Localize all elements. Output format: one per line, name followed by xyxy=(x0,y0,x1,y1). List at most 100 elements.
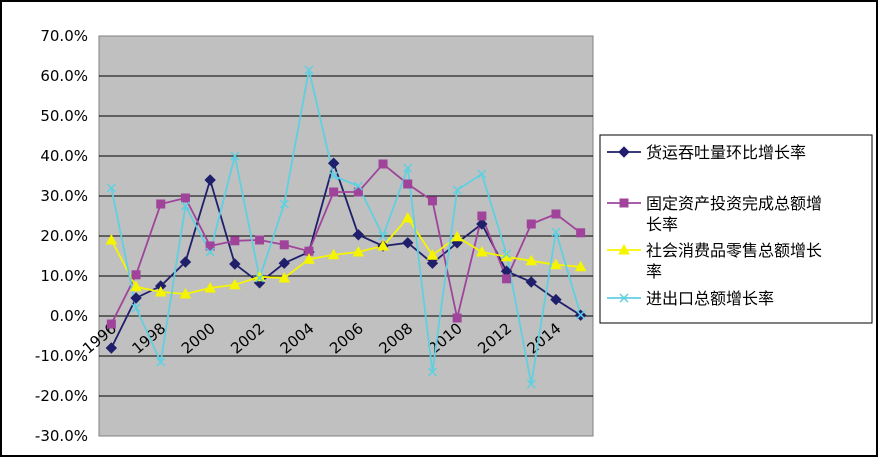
data-point xyxy=(204,174,216,186)
data-point xyxy=(402,237,414,249)
data-point xyxy=(106,183,116,193)
data-point xyxy=(426,257,439,269)
data-point xyxy=(551,209,561,219)
y-tick-label: 20.0% xyxy=(40,227,88,245)
data-point xyxy=(403,163,413,173)
data-point xyxy=(353,181,363,191)
data-point xyxy=(619,198,629,208)
legend: 货运吞吐量环比增长率固定资产投资完成总额增长率社会消费品零售总额增长率进出口总额… xyxy=(607,143,822,308)
data-point xyxy=(303,253,315,264)
data-point xyxy=(352,245,365,257)
data-point xyxy=(279,240,289,250)
data-point xyxy=(179,256,192,268)
data-point xyxy=(551,227,561,237)
legend-label: 货运吞吐量环比增长率 xyxy=(646,143,806,162)
data-point xyxy=(550,258,562,270)
legend-box xyxy=(599,134,873,324)
series-line xyxy=(110,160,582,349)
series-line xyxy=(110,162,582,325)
data-point xyxy=(205,241,215,251)
data-point xyxy=(131,270,141,280)
y-tick-label: 40.0% xyxy=(40,147,88,165)
data-point xyxy=(105,342,118,354)
data-point xyxy=(156,357,166,367)
data-point xyxy=(401,211,414,223)
data-point xyxy=(576,310,586,320)
y-tick-label: -30.0% xyxy=(35,427,88,445)
y-tick-label: 30.0% xyxy=(40,187,88,205)
y-tick-label: -10.0% xyxy=(35,347,88,365)
data-point xyxy=(452,313,462,323)
series-line xyxy=(110,216,581,295)
series-line xyxy=(110,69,582,385)
data-point xyxy=(426,249,439,260)
data-point xyxy=(154,285,167,297)
data-point xyxy=(352,229,365,241)
legend-label: 率 xyxy=(646,262,662,281)
data-point xyxy=(550,293,562,306)
data-point xyxy=(255,273,265,283)
legend-label: 固定资产投资完成总额增 xyxy=(646,194,822,213)
data-point xyxy=(304,65,314,75)
legend-label: 长率 xyxy=(646,215,678,234)
data-point xyxy=(106,319,116,329)
data-point xyxy=(204,281,216,293)
data-point xyxy=(179,287,192,299)
data-point xyxy=(229,278,241,290)
data-point xyxy=(525,254,538,266)
data-point xyxy=(278,257,290,269)
data-point xyxy=(180,201,190,211)
data-point xyxy=(278,271,291,283)
legend-label: 进出口总额增长率 xyxy=(646,289,774,308)
data-point xyxy=(156,199,166,209)
data-point xyxy=(403,179,413,189)
y-tick-label: 70.0% xyxy=(40,27,88,45)
data-point xyxy=(526,219,536,229)
y-tick-label: -20.0% xyxy=(35,387,88,405)
series-lines xyxy=(105,65,587,389)
data-point xyxy=(180,193,190,203)
data-point xyxy=(576,228,586,238)
data-point xyxy=(131,303,141,313)
data-point xyxy=(205,247,215,257)
data-point xyxy=(525,276,537,288)
legend-label: 社会消费品零售总额增长 xyxy=(646,241,822,260)
data-point xyxy=(255,235,265,245)
data-point xyxy=(452,185,462,195)
data-point xyxy=(230,236,240,246)
data-point xyxy=(378,159,388,169)
y-axis-tick-labels: 70.0% 60.0% 50.0% 40.0% 30.0% 20.0% 10.0% 0.0% -… xyxy=(35,27,88,445)
data-point xyxy=(130,280,142,292)
data-point xyxy=(327,157,340,169)
data-point xyxy=(329,171,339,181)
data-point xyxy=(618,243,630,255)
data-point xyxy=(329,187,339,197)
data-point xyxy=(476,218,488,230)
data-point xyxy=(451,230,463,242)
data-point xyxy=(378,231,388,241)
y-tick-label: 60.0% xyxy=(40,67,88,85)
data-point xyxy=(130,292,142,304)
data-point xyxy=(427,367,437,377)
data-point xyxy=(618,146,630,158)
data-point xyxy=(327,248,340,260)
data-point xyxy=(619,293,629,303)
data-point xyxy=(476,245,488,257)
y-tick-label: 0.0% xyxy=(50,307,88,325)
data-point xyxy=(574,260,587,272)
data-point xyxy=(427,196,437,206)
y-tick-label: 50.0% xyxy=(40,107,88,125)
data-point xyxy=(477,169,487,179)
data-point xyxy=(230,151,240,161)
y-tick-label: 10.0% xyxy=(40,267,88,285)
data-point xyxy=(502,249,512,259)
data-point xyxy=(229,258,241,270)
data-point xyxy=(279,199,289,209)
data-point xyxy=(353,187,363,197)
data-point xyxy=(377,239,389,251)
data-point xyxy=(105,233,118,245)
data-point xyxy=(526,379,536,389)
data-point xyxy=(502,274,512,284)
